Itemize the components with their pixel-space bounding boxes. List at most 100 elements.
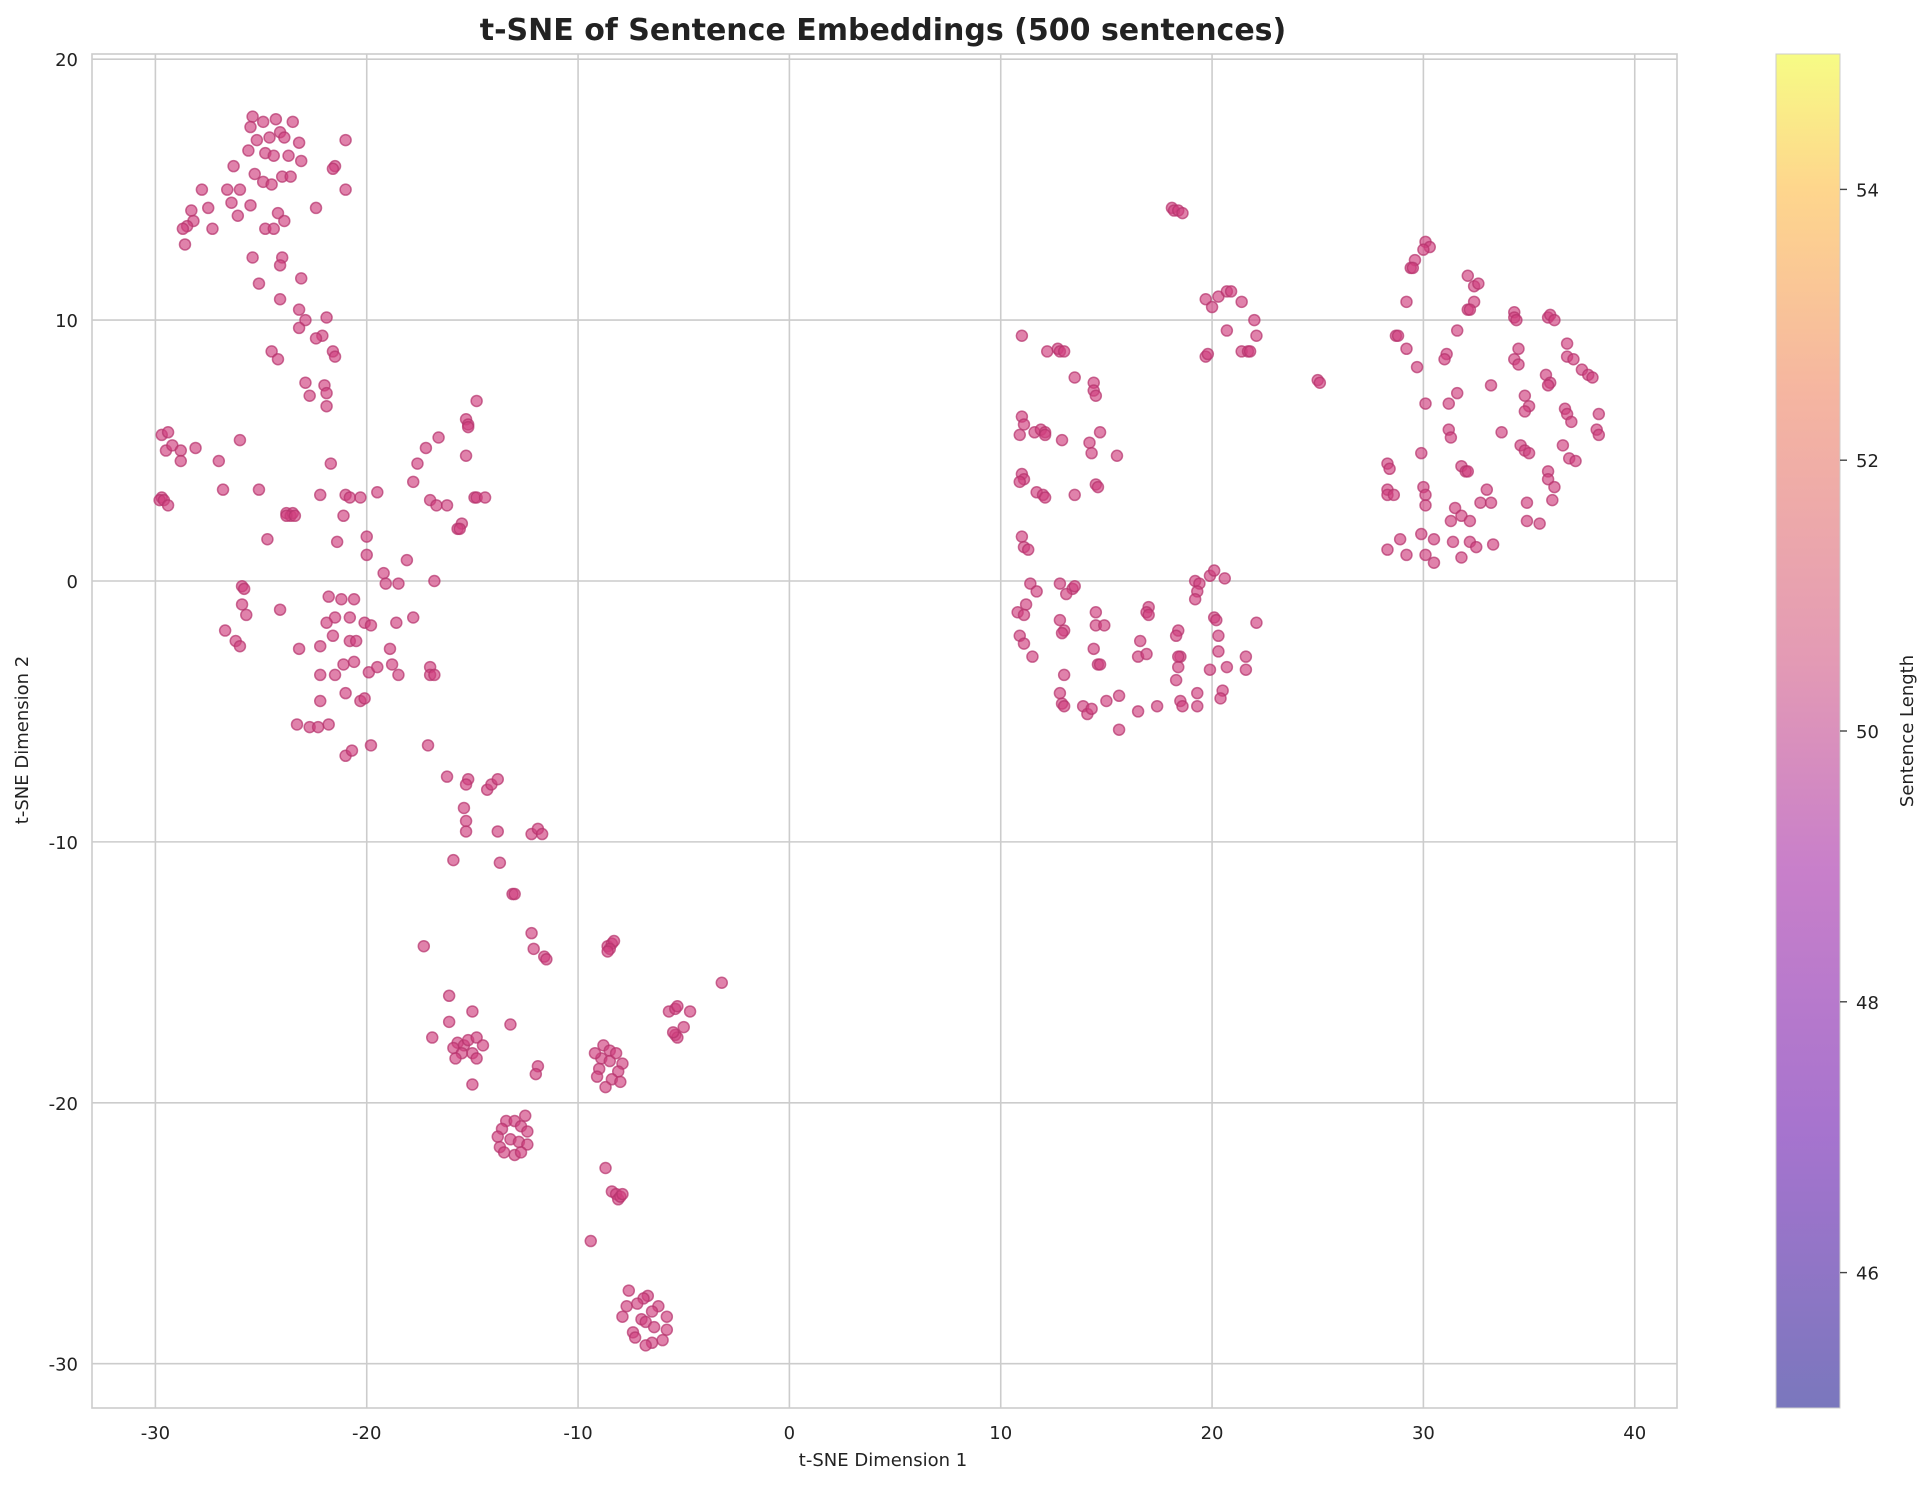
data-point [273, 603, 287, 616]
data-point [470, 394, 483, 408]
data-point [518, 1109, 532, 1123]
data-point [1017, 608, 1031, 622]
data-point [1455, 551, 1468, 564]
data-point [233, 183, 247, 196]
data-point [1569, 454, 1582, 468]
data-point [459, 825, 473, 838]
data-point [1030, 585, 1043, 598]
data-point [1567, 352, 1580, 366]
data-point [478, 491, 492, 504]
data-point [1518, 405, 1532, 418]
x-tick-label: 40 [1623, 1423, 1646, 1444]
data-point [459, 449, 473, 463]
data-point [428, 668, 441, 682]
data-point [269, 112, 283, 126]
data-point [497, 1146, 511, 1159]
data-point [294, 272, 308, 285]
data-point [320, 616, 333, 629]
data-points [153, 110, 1606, 1352]
data-point [1015, 329, 1029, 343]
data-point [1220, 660, 1234, 674]
data-point [1463, 514, 1477, 528]
data-point [1089, 606, 1103, 619]
data-point [660, 1323, 674, 1336]
data-point [1415, 527, 1428, 541]
data-point [328, 668, 342, 682]
data-point [671, 999, 684, 1013]
data-point [347, 655, 361, 669]
data-point [364, 739, 378, 752]
data-point [590, 1070, 604, 1083]
data-point [1474, 496, 1487, 509]
data-point [666, 1026, 680, 1039]
data-point [1201, 347, 1215, 361]
data-point [457, 801, 471, 815]
y-tick-label: 20 [55, 50, 78, 71]
data-point [174, 454, 188, 468]
data-point [284, 170, 297, 183]
data-point [195, 183, 209, 196]
data-point [656, 1333, 669, 1347]
data-point [335, 593, 348, 606]
data-point [267, 149, 280, 162]
data-point [428, 574, 441, 588]
data-point [1546, 493, 1559, 507]
data-point [339, 133, 352, 147]
chart-title: t-SNE of Sentence Embeddings (500 senten… [480, 13, 1287, 48]
data-point [322, 718, 335, 731]
data-point [419, 441, 433, 455]
data-point [514, 1146, 528, 1159]
data-point [354, 491, 367, 504]
data-point [326, 162, 340, 176]
x-gridlines [154, 54, 1636, 1408]
data-point [261, 532, 274, 546]
data-point [1444, 514, 1458, 528]
data-point [240, 608, 253, 622]
data-point [1472, 277, 1485, 290]
data-point [337, 509, 350, 523]
data-point [178, 238, 192, 251]
data-point [377, 566, 390, 580]
data-point [322, 590, 335, 603]
data-point [1442, 397, 1456, 410]
plot-area [91, 53, 1678, 1409]
data-point [1021, 543, 1035, 556]
colorbar-ticks: 46 48 50 52 54 [1840, 180, 1879, 1285]
data-point [1083, 436, 1096, 449]
data-point [313, 694, 327, 708]
data-point [360, 548, 373, 562]
data-point [161, 426, 175, 439]
data-point [337, 658, 350, 671]
data-point [1417, 243, 1430, 256]
data-point [616, 1187, 629, 1201]
data-point [1419, 397, 1432, 410]
data-point [252, 483, 266, 496]
y-tick-label: -30 [49, 1355, 78, 1376]
data-point [1142, 608, 1155, 622]
data-point [235, 598, 249, 611]
data-point [508, 887, 521, 901]
data-point [290, 718, 304, 731]
data-point [1015, 530, 1029, 543]
plot-frame [91, 53, 1678, 1409]
data-point [1510, 313, 1523, 327]
data-point [491, 825, 505, 838]
data-point [1169, 673, 1183, 687]
data-point [201, 201, 215, 215]
data-point [371, 660, 384, 674]
data-point [1461, 465, 1475, 478]
data-point [343, 611, 357, 624]
data-point [1055, 433, 1069, 447]
data-point [282, 149, 295, 162]
data-point [584, 1234, 597, 1248]
data-point [1085, 446, 1098, 460]
data-point [1191, 686, 1204, 700]
data-point [599, 1080, 612, 1094]
data-point [1053, 613, 1067, 627]
data-point [491, 1130, 505, 1143]
data-point [1239, 650, 1253, 663]
colorbar-gradient [1775, 53, 1841, 1409]
data-point [527, 942, 540, 956]
data-point [248, 167, 261, 181]
data-point [535, 827, 549, 841]
